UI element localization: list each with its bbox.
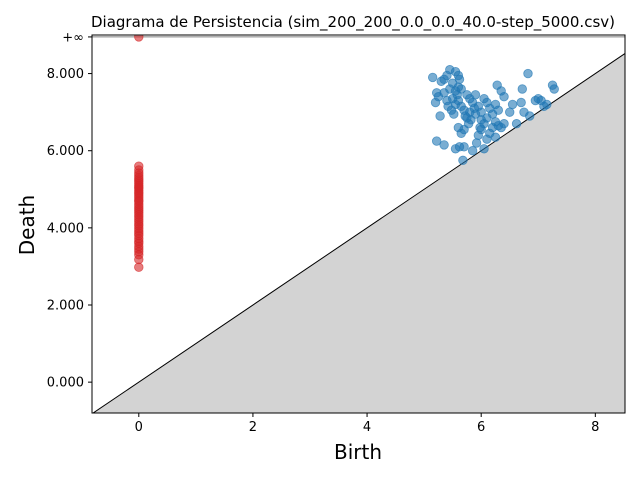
s1-point — [427, 72, 438, 83]
diagonal-line — [92, 52, 625, 413]
y-tick-label: 0.000 — [47, 376, 84, 391]
s1-point — [505, 107, 515, 117]
s0-point — [134, 262, 144, 272]
s1-point — [453, 122, 464, 133]
s1-point — [462, 113, 472, 123]
y-tick-label: 6.000 — [47, 144, 84, 159]
s0-point — [134, 161, 144, 171]
y-tick-label: 8.000 — [47, 67, 84, 82]
s1-point — [499, 92, 509, 102]
points-layer — [134, 35, 559, 272]
s1-point — [475, 122, 485, 133]
s1-point — [476, 115, 486, 125]
x-tick-label: 6 — [477, 420, 485, 435]
x-tick-label: 8 — [591, 420, 599, 435]
s1-point — [490, 99, 501, 110]
s0-point — [134, 35, 144, 42]
s1-point — [492, 80, 502, 90]
s1-point — [459, 142, 469, 152]
s1-point — [549, 84, 559, 94]
s1-point — [439, 140, 449, 150]
y-tick-label: 4.000 — [47, 221, 84, 236]
s1-point — [524, 111, 535, 121]
s1-point — [499, 119, 509, 129]
s1-point — [542, 99, 552, 110]
s1-point — [507, 99, 518, 110]
y-axis: 0.000 2.000 4.000 6.000 8.000 +∞ — [47, 30, 92, 391]
s1-point — [449, 109, 459, 119]
x-tick-label: 2 — [249, 420, 257, 435]
s1-point — [470, 90, 481, 100]
s1-point — [482, 134, 492, 144]
s1-point — [473, 101, 484, 112]
s1-point — [516, 97, 526, 108]
infinity-tick-label: +∞ — [62, 30, 84, 45]
s1-point — [458, 155, 468, 166]
y-tick-label: 2.000 — [47, 299, 84, 314]
x-axis-label: Birth — [334, 440, 382, 464]
y-axis-label: Death — [15, 195, 39, 255]
x-tick-label: 4 — [363, 420, 371, 435]
chart-title: Diagrama de Persistencia (sim_200_200_0.… — [91, 13, 615, 32]
s1-point — [490, 132, 501, 142]
s1-point — [467, 146, 478, 156]
x-tick-label: 0 — [135, 420, 143, 435]
plot-area — [92, 36, 625, 413]
s1-point — [471, 138, 482, 148]
plot-frame — [91, 34, 626, 414]
s1-point — [523, 68, 533, 79]
s1-point — [431, 136, 442, 146]
s1-point — [435, 111, 445, 121]
s1-point — [511, 119, 522, 129]
s1-point — [479, 144, 489, 154]
x-axis: 0 2 4 6 8 — [135, 413, 599, 435]
s1-point — [517, 84, 527, 94]
s1-point — [439, 88, 449, 98]
